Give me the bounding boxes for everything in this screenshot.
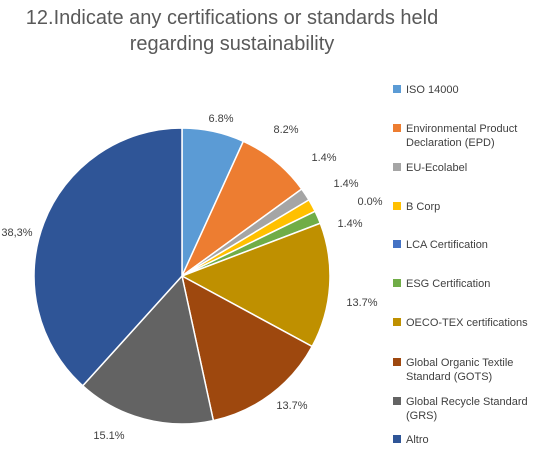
legend-item: LCA Certification [393,239,488,251]
legend-label: Environmental Product [406,123,517,135]
slice-value-label: 1.4% [337,218,362,230]
legend-label: (GRS) [406,410,437,422]
chart-title-line: regarding sustainability [130,33,335,55]
slice-value-label: 8.2% [273,124,298,136]
legend-label: Declaration (EPD) [406,137,495,149]
legend-label: LCA Certification [406,239,488,251]
slice-value-label: 1.4% [311,152,336,164]
pie-slice [180,274,314,422]
legend-label: Altro [406,434,429,446]
chart-title: 12.Indicate any certifications or standa… [26,7,438,55]
legend-label: OECO-TEX certifications [406,317,528,329]
slice-value-label: 38,3% [1,227,32,239]
legend-item: EU-Ecolabel [393,162,467,174]
legend-label: EU-Ecolabel [406,162,467,174]
data-labels: 6.8% 8.2% 1.4% 1.4% 0.0% 1.4% 13.7% 13.7% 15.1% 3… [1,113,382,442]
slice-value-label: 15.1% [93,430,124,442]
slice-value-label: 13.7% [346,297,377,309]
pie-slice [81,274,215,425]
legend-item: Global Organic Textile Standard (GOTS) [393,357,513,383]
legend-item: OECO-TEX certifications [393,317,528,329]
legend: ISO 14000 Environmental Product Declaratio… [393,84,528,446]
legend-swatch [393,318,401,326]
legend-label: B Corp [406,201,440,213]
legend-item: Altro [393,434,429,446]
legend-label: Global Organic Textile [406,357,513,369]
slice-value-label: 0.0% [357,196,382,208]
legend-item: Global Recycle Standard (GRS) [393,396,528,422]
legend-swatch [393,85,401,93]
legend-swatch [393,240,401,248]
legend-item: B Corp [393,201,440,213]
legend-swatch [393,435,401,443]
legend-swatch [393,397,401,405]
pie-slice [180,222,331,348]
chart-title-line: 12.Indicate any certifications or standa… [26,7,438,29]
legend-swatch [393,358,401,366]
legend-item: Environmental Product Declaration (EPD) [393,123,517,149]
slice-value-label: 6.8% [208,113,233,125]
pie-slices [33,127,331,425]
legend-swatch [393,202,401,210]
legend-swatch [393,163,401,171]
slice-value-label: 13.7% [276,400,307,412]
legend-item: ISO 14000 [393,84,459,96]
slice-value-label: 1.4% [333,178,358,190]
legend-label: Global Recycle Standard [406,396,528,408]
legend-label: ISO 14000 [406,84,459,96]
legend-item: ESG Certification [393,278,490,290]
legend-label: ESG Certification [406,278,490,290]
legend-swatch [393,124,401,132]
legend-swatch [393,279,401,287]
pie-slice [33,127,183,387]
legend-label: Standard (GOTS) [406,371,492,383]
